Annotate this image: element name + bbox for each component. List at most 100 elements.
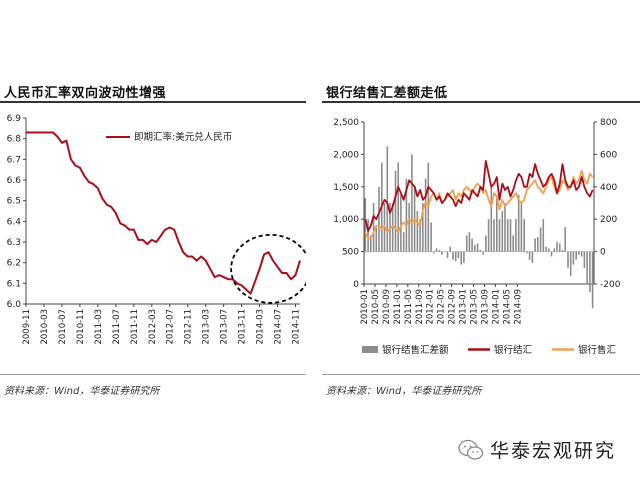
- balance-bar: [501, 211, 504, 252]
- right-source-rule: [322, 374, 640, 375]
- balance-bar: [485, 235, 487, 252]
- x-tick-label: 2012-01: [426, 289, 436, 325]
- balance-bar: [408, 203, 410, 252]
- left-y-tick-label: 0: [353, 280, 359, 290]
- balance-bar: [471, 238, 473, 252]
- x-tick-label: 2012-03: [148, 309, 158, 345]
- x-tick-label: 2011-11: [130, 309, 140, 345]
- balance-bar: [460, 251, 462, 265]
- x-tick-label: 2010-09: [382, 289, 392, 325]
- balance-bar: [589, 251, 591, 293]
- balance-bar: [520, 203, 523, 252]
- legend-label-sales: 银行售汇: [578, 344, 617, 356]
- balance-bar: [375, 227, 378, 252]
- right-title-underline: [322, 101, 640, 103]
- y-tick-label: 6.9: [7, 114, 22, 124]
- balance-bar: [583, 251, 586, 268]
- left-y-tick-label: 1,500: [333, 183, 359, 193]
- x-tick-label: 2010-03: [40, 309, 50, 345]
- balance-bar: [405, 178, 408, 252]
- right-chart-title: 银行结售汇差额走低: [326, 86, 448, 101]
- balance-bar: [430, 222, 432, 252]
- x-tick-label: 2011-03: [94, 309, 104, 345]
- balance-bar: [569, 251, 572, 276]
- right-y-tick-label: 200: [600, 215, 617, 225]
- right-source-note: 资料来源：Wind，华泰证券研究所: [326, 386, 482, 397]
- x-tick-label: 2009-11: [22, 309, 32, 345]
- balance-bar: [367, 219, 369, 252]
- balance-bar: [572, 251, 575, 265]
- x-tick-label: 2013-11: [238, 309, 248, 345]
- balance-bar: [482, 251, 484, 255]
- balance-bar: [468, 232, 471, 252]
- balance-bar: [487, 219, 490, 252]
- balance-bar: [556, 241, 558, 252]
- balance-bar: [490, 186, 493, 252]
- wechat-icon: [458, 439, 484, 460]
- balance-bar: [493, 219, 495, 252]
- balance-bar: [370, 235, 372, 252]
- balance-bar: [422, 203, 424, 252]
- y-tick-label: 6.1: [7, 279, 21, 289]
- balance-bar: [506, 219, 509, 252]
- balance-bar: [454, 251, 457, 262]
- balance-bar: [517, 194, 520, 252]
- balance-bar: [528, 251, 531, 260]
- left-y-tick-label: 500: [342, 248, 359, 258]
- right-y-tick-label: 0: [600, 248, 606, 258]
- left-chart-title: 人民币汇率双向波动性增强: [4, 86, 167, 101]
- x-tick-label: 2011-01: [393, 289, 403, 325]
- balance-bar: [545, 246, 547, 252]
- legend-label-settlement: 银行结汇: [494, 344, 533, 356]
- y-tick-label: 6.6: [7, 176, 22, 186]
- balance-bar: [564, 227, 566, 252]
- x-tick-label: 2011-05: [404, 289, 414, 325]
- balance-bar: [411, 154, 413, 252]
- x-tick-label: 2013-03: [202, 309, 212, 345]
- settlement-line: [364, 160, 594, 232]
- balance-bar: [465, 235, 468, 252]
- x-tick-label: 2010-05: [371, 289, 381, 325]
- right-y-tick-label: 600: [600, 150, 617, 160]
- x-tick-label: 2013-09: [480, 289, 490, 325]
- left-y-tick-label: 2,500: [333, 118, 359, 128]
- x-tick-label: 2012-05: [437, 289, 447, 325]
- x-tick-label: 2011-09: [415, 289, 425, 325]
- x-tick-label: 2014-05: [502, 289, 512, 325]
- balance-bar: [372, 203, 375, 252]
- left-source-rule: [0, 374, 306, 375]
- x-tick-label: 2013-07: [220, 309, 230, 345]
- balance-bar: [479, 250, 482, 252]
- balance-bar: [444, 251, 446, 253]
- y-tick-label: 6.4: [7, 217, 22, 227]
- right-y-tick-label: 800: [600, 118, 617, 128]
- y-tick-label: 6.8: [7, 135, 22, 145]
- y-tick-label: 6.0: [7, 300, 22, 310]
- balance-bar: [548, 248, 550, 252]
- exchange-rate-line: [26, 131, 301, 295]
- balance-bar: [534, 238, 536, 252]
- balance-bar: [419, 219, 421, 252]
- legend-swatch-balance: [362, 346, 378, 353]
- balance-bar: [402, 232, 405, 252]
- balance-bar: [542, 219, 545, 252]
- balance-bar: [498, 219, 501, 252]
- balance-bar: [523, 219, 525, 252]
- x-tick-label: 2014-09: [513, 289, 523, 325]
- y-tick-label: 6.7: [7, 155, 21, 165]
- balance-bar: [474, 245, 476, 252]
- right-y-tick-label: 400: [600, 183, 617, 193]
- balance-bar: [580, 251, 583, 257]
- balance-bar: [424, 178, 427, 252]
- left-y-tick-label: 1,000: [333, 215, 359, 225]
- balance-bar: [389, 203, 391, 252]
- balance-bar: [586, 251, 588, 284]
- balance-bar: [438, 250, 441, 252]
- balance-bar: [452, 251, 454, 260]
- balance-bar: [441, 251, 443, 255]
- balance-bar: [416, 211, 419, 252]
- balance-bar: [400, 194, 402, 252]
- balance-bar: [553, 248, 556, 252]
- x-tick-label: 2014-11: [292, 309, 302, 345]
- x-tick-label: 2012-07: [166, 309, 176, 345]
